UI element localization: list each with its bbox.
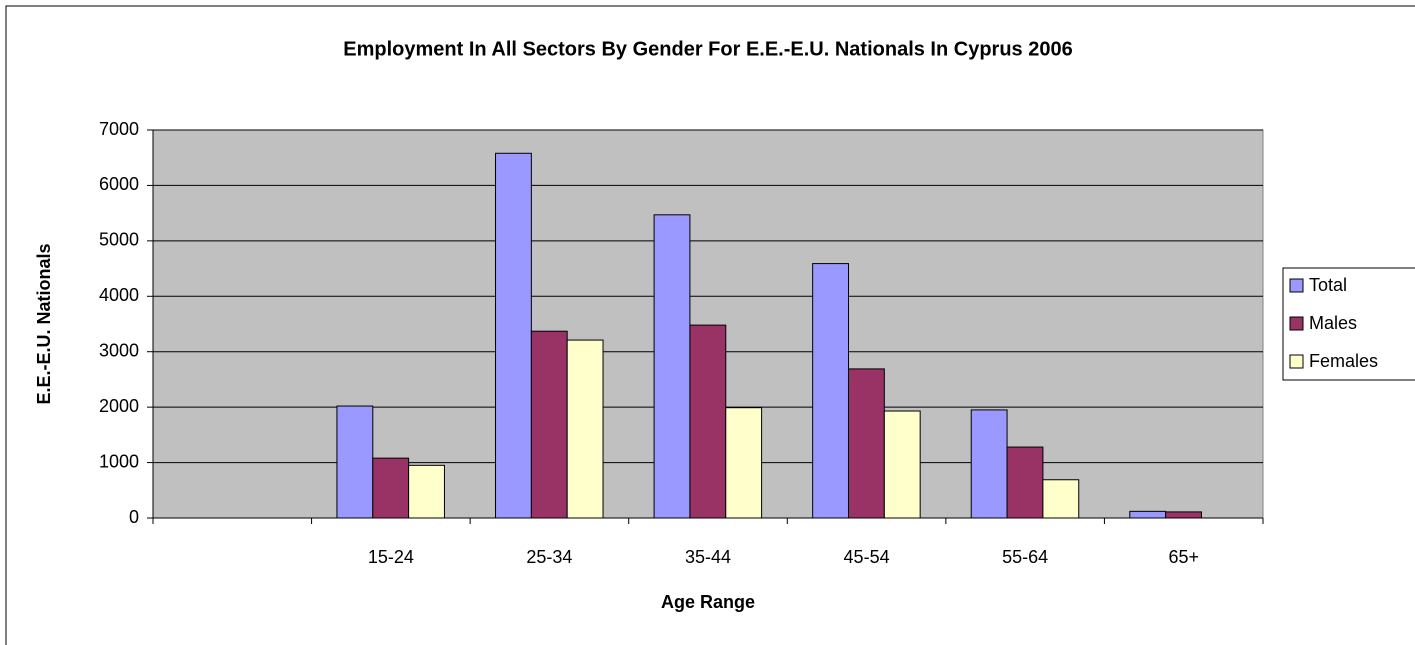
bar <box>1006 446 1044 519</box>
bar <box>336 405 374 519</box>
x-tick-label: 25-34 <box>526 547 572 567</box>
x-tick-label: 15-24 <box>368 547 414 567</box>
legend-label: Females <box>1309 351 1378 371</box>
legend-label: Males <box>1309 313 1357 333</box>
legend-swatch <box>1289 278 1304 293</box>
y-tick-label: 7000 <box>99 119 139 139</box>
bar <box>530 330 568 519</box>
y-axis-label: E.E.-E.U. Nationals <box>34 243 54 404</box>
bar <box>847 368 885 519</box>
bar <box>372 457 410 519</box>
x-tick-label: 55-64 <box>1002 547 1048 567</box>
y-tick-label: 4000 <box>99 285 139 305</box>
bar <box>1042 479 1080 519</box>
bar <box>883 410 921 519</box>
legend-swatch <box>1289 316 1304 331</box>
legend-label: Total <box>1309 275 1347 295</box>
x-axis-label: Age Range <box>661 592 755 612</box>
y-tick-label: 5000 <box>99 230 139 250</box>
bar <box>812 263 849 519</box>
bar <box>495 152 532 519</box>
chart-title: Employment In All Sectors By Gender For … <box>343 38 1072 60</box>
bar <box>1129 510 1167 519</box>
y-tick-label: 2000 <box>99 396 139 416</box>
x-tick-label: 35-44 <box>685 547 731 567</box>
legend-swatch <box>1289 354 1304 369</box>
x-tick-label: 65+ <box>1168 547 1199 567</box>
y-tick-label: 1000 <box>99 451 139 471</box>
y-tick-label: 6000 <box>99 174 139 194</box>
bar <box>689 324 727 519</box>
bar <box>725 407 763 519</box>
y-tick-label: 0 <box>129 507 139 527</box>
bar <box>653 214 691 519</box>
bar <box>566 339 604 519</box>
bar <box>970 409 1008 519</box>
bar <box>408 464 445 519</box>
legend-box <box>1282 267 1415 381</box>
y-tick-label: 3000 <box>99 340 139 360</box>
x-tick-label: 45-54 <box>844 547 890 567</box>
bar <box>1165 511 1202 519</box>
